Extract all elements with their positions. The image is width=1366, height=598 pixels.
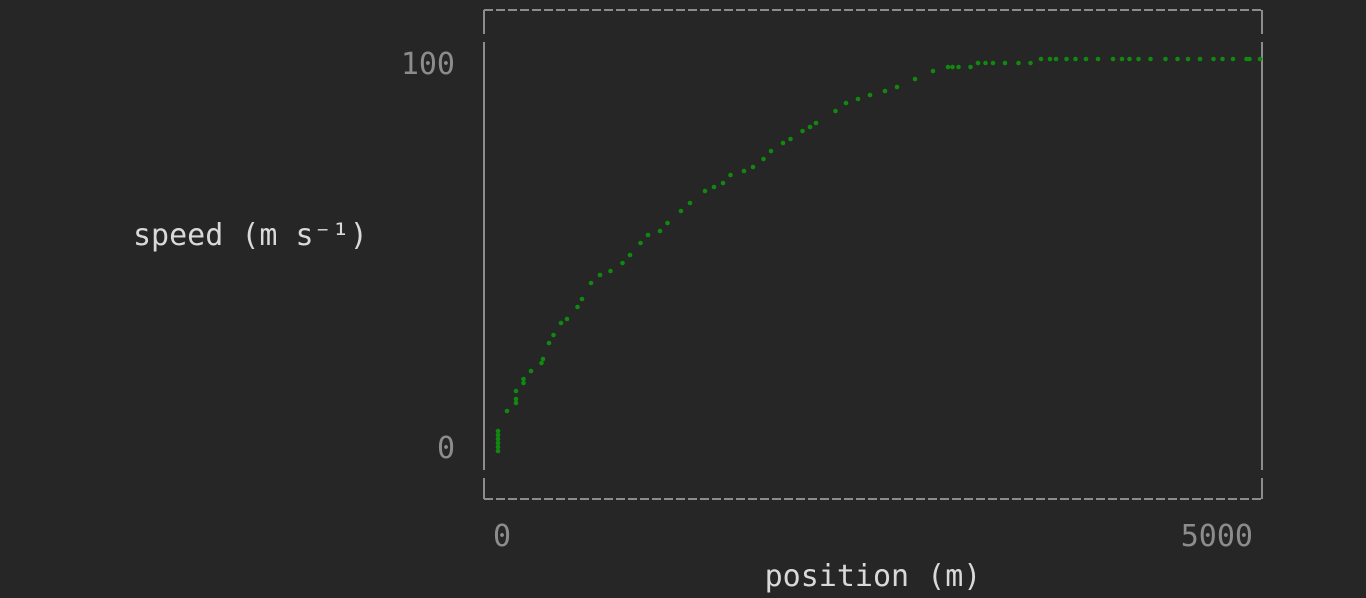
y-tick-label-top: 100 [401,47,455,82]
data-point [657,228,663,234]
data-point [728,172,733,178]
data-point [833,108,838,114]
data-point [687,200,693,206]
data-point [665,220,670,226]
data-point [513,388,519,394]
data-point [1073,56,1078,62]
data-point [1211,56,1216,62]
data-point [882,88,888,94]
data-point [495,448,501,454]
data-point [930,68,936,74]
data-point [1163,56,1168,62]
data-point [588,280,594,286]
data-point [1110,56,1116,62]
data-point [1016,60,1021,66]
data-point [564,316,570,322]
data-point [741,168,747,174]
data-point [1220,56,1225,62]
y-axis-label: speed (m s⁻¹) [133,218,368,253]
data-point [945,64,951,70]
data-point [768,148,774,154]
data-point [990,60,996,66]
data-point [558,320,564,326]
data-point [678,208,684,214]
data-point [1175,56,1180,62]
data-point [1247,56,1252,62]
data-point [720,180,726,186]
data-point [546,340,552,346]
data-point [1002,60,1008,66]
data-point [711,184,717,190]
data-point [1136,56,1141,62]
data-point [1127,56,1132,62]
data-point [620,260,625,266]
data-point [528,368,534,374]
data-point [1148,56,1153,62]
data-point [575,304,580,310]
data-point [788,136,793,142]
data-point [855,96,861,102]
data-point [495,440,501,446]
data-point [540,356,546,362]
data-point [800,128,805,134]
data-point [645,232,651,238]
data-point [912,76,918,82]
data-point [1119,56,1125,62]
data-point [579,296,585,302]
data-point [1053,56,1059,62]
data-point [1064,56,1069,62]
data-point [1038,56,1044,62]
data-point [539,360,544,366]
x-tick-label-left: 0 [493,519,511,554]
data-point [513,396,519,402]
data-point [495,444,501,450]
data-point [504,408,510,414]
data-point [495,432,501,438]
data-point [513,400,519,406]
data-point [807,124,813,130]
data-point [608,268,613,274]
x-axis-label: position (m) [765,559,982,594]
data-point [956,64,961,70]
data-point [495,436,501,442]
data-point [894,84,900,90]
data-point [521,376,526,382]
data-point [551,332,556,338]
data-point [1095,56,1101,62]
scatter-points [495,56,1263,454]
data-point [627,252,633,258]
data-point [750,164,756,170]
data-point [761,156,766,162]
data-point [1185,56,1191,62]
y-tick-label-bottom: 0 [437,431,455,466]
data-point [702,188,708,194]
data-point [1230,56,1236,62]
data-point [950,64,955,70]
data-point [597,272,603,278]
data-point [780,140,786,146]
data-point [495,428,501,434]
x-tick-label-right: 5000 [1181,519,1253,554]
data-point [1028,60,1033,66]
data-point [975,60,981,66]
data-point [1257,56,1263,62]
data-point [1083,56,1089,62]
data-point [843,100,849,106]
data-point [813,120,819,126]
data-point [1047,56,1053,62]
data-point [968,64,973,70]
data-point [867,92,873,98]
data-point [638,240,643,246]
data-point [521,380,526,386]
data-point [983,60,988,66]
data-point [1197,56,1203,62]
